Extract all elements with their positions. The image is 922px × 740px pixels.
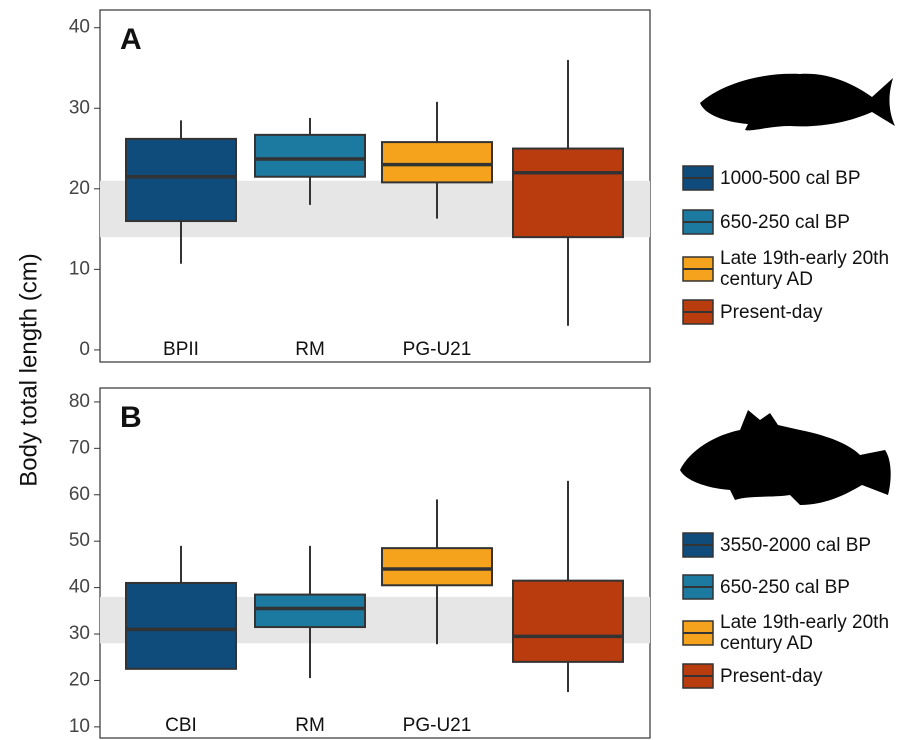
legend-label: 650-250 cal BP	[720, 576, 850, 598]
legend-label: 3550-2000 cal BP	[720, 534, 872, 556]
box	[125, 581, 237, 670]
category-label: RM	[295, 715, 325, 736]
box	[254, 593, 366, 629]
legend-label: Present-day	[720, 665, 823, 687]
box	[254, 133, 366, 178]
y-tick-label: 60	[69, 484, 90, 505]
legend-label: 1000-500 cal BP	[720, 167, 861, 189]
category-label: CBI	[165, 715, 197, 736]
box	[512, 147, 624, 239]
y-tick-label: 20	[69, 669, 90, 690]
y-tick-label: 40	[69, 577, 90, 598]
category-label: RM	[295, 339, 325, 360]
y-tick-label: 20	[69, 178, 90, 199]
category-label: BPII	[163, 339, 199, 360]
panel-label: B	[120, 401, 142, 434]
y-tick-label: 50	[69, 530, 90, 551]
box	[381, 141, 493, 184]
y-tick-label: 40	[69, 17, 90, 38]
legend-label: Late 19th-early 20th century AD	[720, 612, 890, 654]
category-label: PG-U21	[403, 339, 472, 360]
panel-label: A	[120, 23, 142, 56]
fish-silhouette	[700, 73, 895, 131]
y-tick-label: 30	[69, 623, 90, 644]
y-tick-label: 30	[69, 97, 90, 118]
y-tick-label: 10	[69, 716, 90, 737]
y-tick-label: 0	[79, 339, 90, 360]
y-tick-label: 80	[69, 391, 90, 412]
category-label: PG-U21	[403, 715, 472, 736]
legend-label: Present-day	[720, 301, 823, 323]
fish-silhouette	[680, 410, 891, 505]
y-tick-label: 70	[69, 437, 90, 458]
legend-label: 650-250 cal BP	[720, 211, 850, 233]
y-tick-label: 10	[69, 258, 90, 279]
panel-frame	[99, 387, 651, 739]
box	[381, 547, 493, 587]
box	[512, 579, 624, 663]
legend-label: Late 19th-early 20th century AD	[720, 248, 890, 290]
y-axis-label: Body total length (cm)	[15, 253, 42, 486]
box	[125, 137, 237, 223]
